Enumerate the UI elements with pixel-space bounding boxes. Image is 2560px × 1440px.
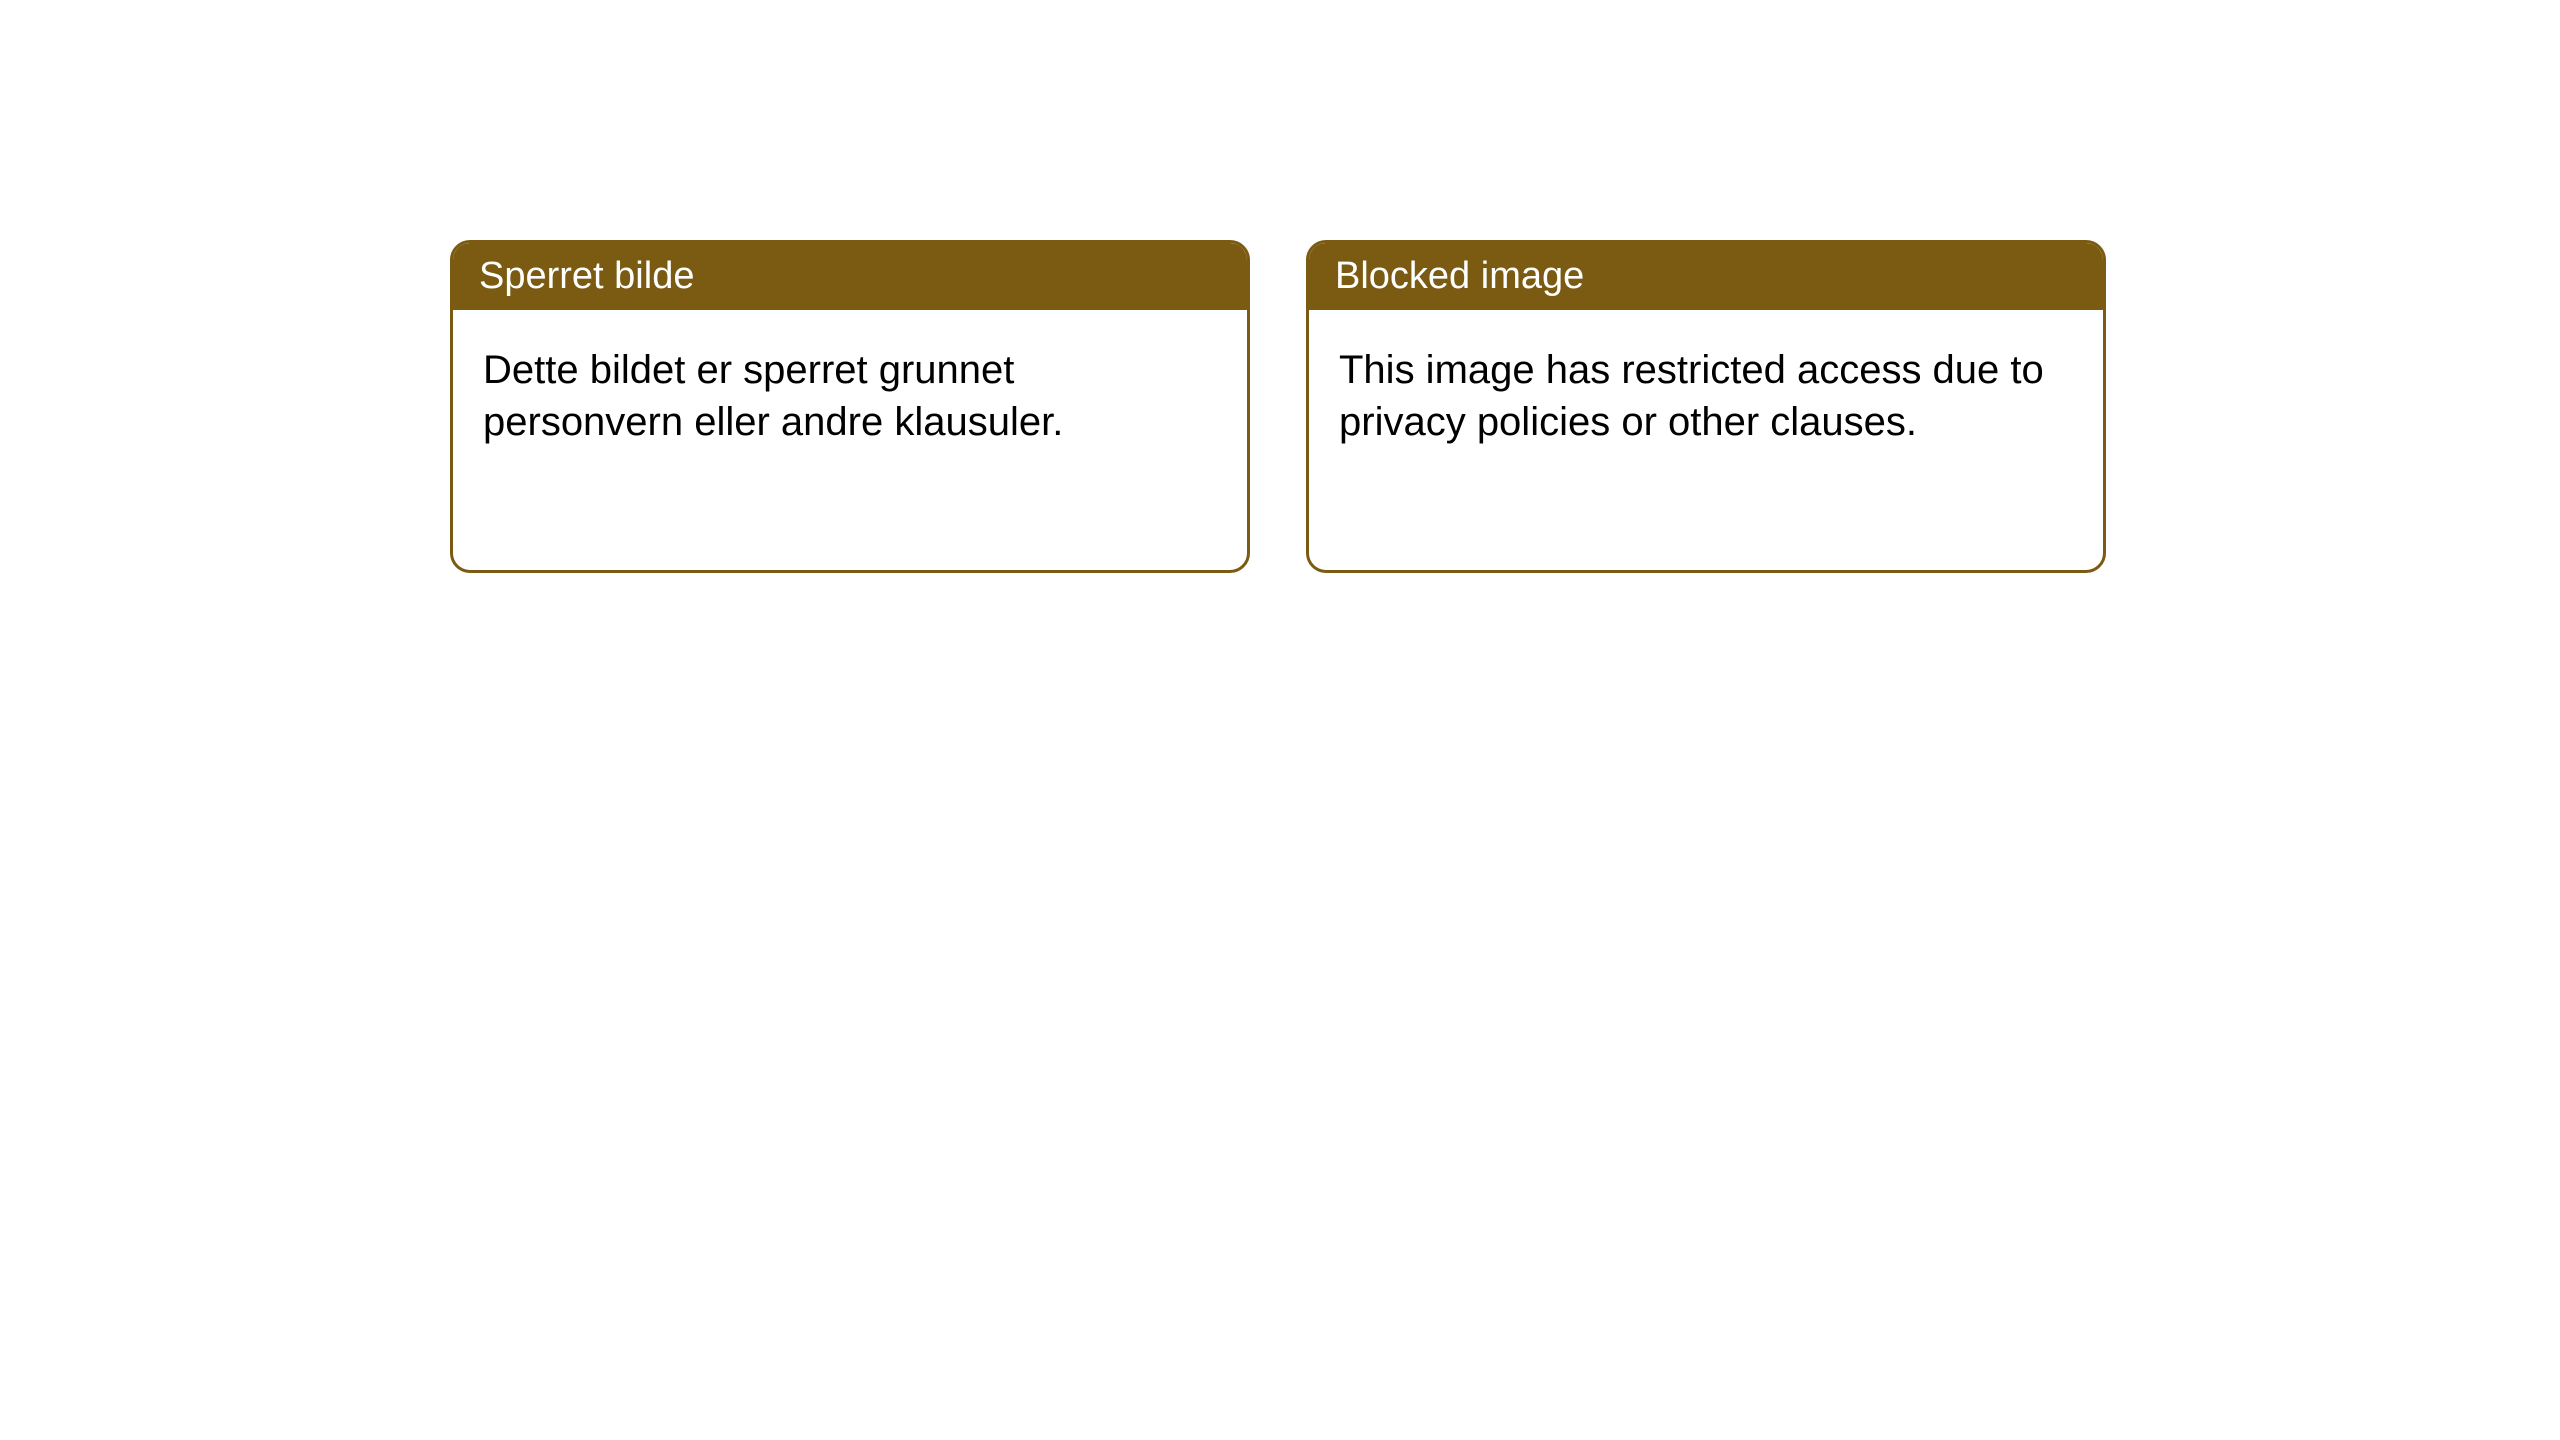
notice-card-english: Blocked image This image has restricted …: [1306, 240, 2106, 573]
notice-body-text: Dette bildet er sperret grunnet personve…: [483, 348, 1063, 444]
notice-header-text: Blocked image: [1335, 255, 1584, 297]
notice-body-text: This image has restricted access due to …: [1339, 348, 2044, 444]
notice-header-text: Sperret bilde: [479, 255, 694, 297]
notice-body: Dette bildet er sperret grunnet personve…: [453, 310, 1247, 570]
notice-body: This image has restricted access due to …: [1309, 310, 2103, 570]
notice-cards-container: Sperret bilde Dette bildet er sperret gr…: [450, 240, 2106, 573]
notice-header: Blocked image: [1309, 243, 2103, 310]
notice-header: Sperret bilde: [453, 243, 1247, 310]
notice-card-norwegian: Sperret bilde Dette bildet er sperret gr…: [450, 240, 1250, 573]
